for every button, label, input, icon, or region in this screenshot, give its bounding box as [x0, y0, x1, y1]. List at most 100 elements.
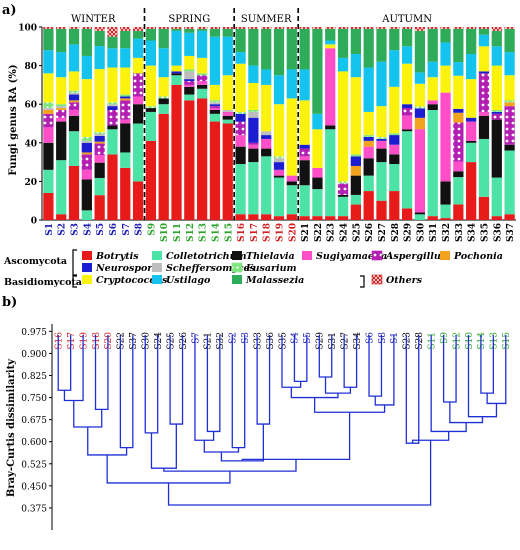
- bar-neurospora-s12: [184, 79, 195, 82]
- x-tick-label: S14: [211, 223, 221, 242]
- bar-neurospora-s4: [81, 142, 92, 153]
- bar-botrytis-s3: [68, 165, 80, 220]
- bar-neurospora-s5: [94, 135, 105, 142]
- bar-cryptococcus-s35: [478, 46, 490, 72]
- bar-scheffersomyces-s2: [56, 106, 67, 109]
- bar-aspergillus-s21: [299, 148, 310, 157]
- bar-malassezia-s28: [389, 28, 400, 51]
- leaf-label: S31: [328, 332, 338, 350]
- dendro-y-tick-label: 0.525: [21, 460, 47, 470]
- bar-others-s2: [56, 27, 67, 29]
- bar-ustilago-s36: [491, 46, 502, 66]
- legend-label-sugiyamaella: Sugiyamaella: [316, 251, 387, 262]
- leaf-label: S18: [92, 332, 102, 350]
- bar-malassezia-s3: [68, 28, 80, 45]
- bar-cryptococcus-s9: [145, 65, 157, 107]
- y-tick-label: 80: [24, 62, 37, 72]
- legend-bracket-basidiomycota: [72, 275, 77, 288]
- x-tick-label: S12: [186, 223, 196, 242]
- bar-thielavia-s18: [261, 148, 272, 157]
- dendro-y-tick-label: 0.450: [21, 482, 47, 492]
- bar-aspergillus-s16: [235, 121, 246, 136]
- bar-others-s3: [68, 27, 80, 29]
- x-tick-label: S36: [493, 223, 503, 242]
- bar-malassezia-s31: [427, 28, 438, 62]
- bar-sugiyamaella-s27: [376, 140, 387, 149]
- bar-ustilago-s12: [184, 32, 195, 56]
- y-tick-label: 0: [31, 217, 37, 227]
- bar-fusarium-s26: [363, 135, 374, 138]
- dendro-branch: [106, 454, 231, 484]
- bar-sugiyamaella-s7: [120, 119, 131, 124]
- dendro-branch: [206, 335, 221, 433]
- bar-sugiyamaella-s19: [273, 169, 285, 176]
- chart-legend: Ascomycota Botrytis Colletotrichum Thielavi…: [3, 249, 503, 288]
- bar-sugiyamaella-s31: [427, 100, 438, 105]
- bar-malassezia-s5: [94, 30, 105, 47]
- bar-cryptococcus-s17: [248, 82, 259, 110]
- bar-ustilago-s18: [261, 69, 272, 85]
- bar-colletotrichum-s13: [197, 88, 208, 99]
- x-tick-label: S28: [391, 223, 401, 242]
- legend-swatch-fusarium: [231, 262, 243, 273]
- bar-colletotrichum-s21: [299, 185, 310, 217]
- bar-thielavia-s14: [209, 109, 221, 114]
- bar-thielavia-s7: [120, 123, 131, 153]
- bar-scheffersomyces-s19: [273, 158, 285, 163]
- bar-botrytis-s25: [350, 204, 361, 220]
- y-tick-label: 100: [18, 24, 37, 34]
- bar-fusarium-s1: [43, 102, 54, 109]
- x-tick-label: S35: [480, 223, 490, 242]
- bar-fusarium-s27: [376, 137, 387, 139]
- dendrogram-ylabel: Bray-Curtis dissimilarity: [6, 358, 17, 497]
- bar-cryptococcus-s31: [427, 77, 438, 101]
- bar-thielavia-s19: [273, 175, 285, 178]
- bar-fusarium-s10: [158, 96, 169, 99]
- dendro-branch: [324, 376, 352, 394]
- bar-botrytis-s20: [286, 214, 297, 220]
- bar-others-s6: [107, 27, 118, 37]
- bar-malassezia-s1: [43, 28, 54, 51]
- leaf-label: S7: [191, 332, 201, 344]
- bar-botrytis-s33: [453, 204, 464, 220]
- season-label: WINTER: [71, 14, 116, 25]
- bar-scheffersomyces-s6: [107, 104, 118, 107]
- bar-thielavia-s13: [197, 84, 208, 89]
- bar-thielavia-s31: [427, 104, 438, 110]
- bar-colletotrichum-s30: [414, 214, 426, 220]
- bar-pochonia-s26: [363, 140, 374, 147]
- bar-botrytis-s9: [145, 140, 157, 220]
- bar-pochonia-s1: [43, 109, 54, 114]
- legend-swatch-malassezia: [232, 275, 242, 284]
- legend-swatch-ustilago: [152, 275, 162, 284]
- bar-fusarium-s19: [273, 156, 285, 159]
- bar-fusarium-s5: [94, 132, 105, 135]
- bar-others-s11: [171, 27, 182, 29]
- leaf-label: S9: [440, 332, 450, 344]
- panel-b-label: b): [2, 295, 17, 310]
- dendro-branch: [231, 335, 246, 449]
- bar-others-s4: [81, 27, 92, 29]
- bar-sugiyamaella-s22: [312, 167, 323, 178]
- x-tick-label: S22: [314, 223, 324, 242]
- season-label: SPRING: [168, 14, 210, 25]
- bar-colletotrichum-s28: [389, 164, 400, 192]
- bar-others-s19: [273, 27, 285, 29]
- bar-pochonia-s30: [414, 117, 426, 130]
- bar-aspergillus-s12: [184, 81, 195, 85]
- bar-thielavia-s20: [286, 181, 297, 186]
- dendro-branch: [203, 440, 240, 453]
- bar-colletotrichum-s1: [43, 169, 54, 193]
- x-tick-label: S23: [327, 223, 337, 242]
- dendro-branch: [281, 335, 302, 388]
- leaf-label: S26: [179, 332, 189, 350]
- leaf-label: S29: [316, 332, 326, 350]
- bar-neurospora-s19: [273, 162, 285, 170]
- bar-thielavia-s8: [132, 104, 144, 124]
- bar-others-s37: [504, 27, 515, 29]
- dendro-y-tick-label: 0.900: [21, 350, 47, 360]
- bar-pochonia-s25: [350, 165, 361, 176]
- bar-ustilago-s33: [453, 62, 464, 76]
- legend-label-ustilago: Ustilago: [166, 275, 211, 286]
- leaf-label: S21: [204, 332, 214, 350]
